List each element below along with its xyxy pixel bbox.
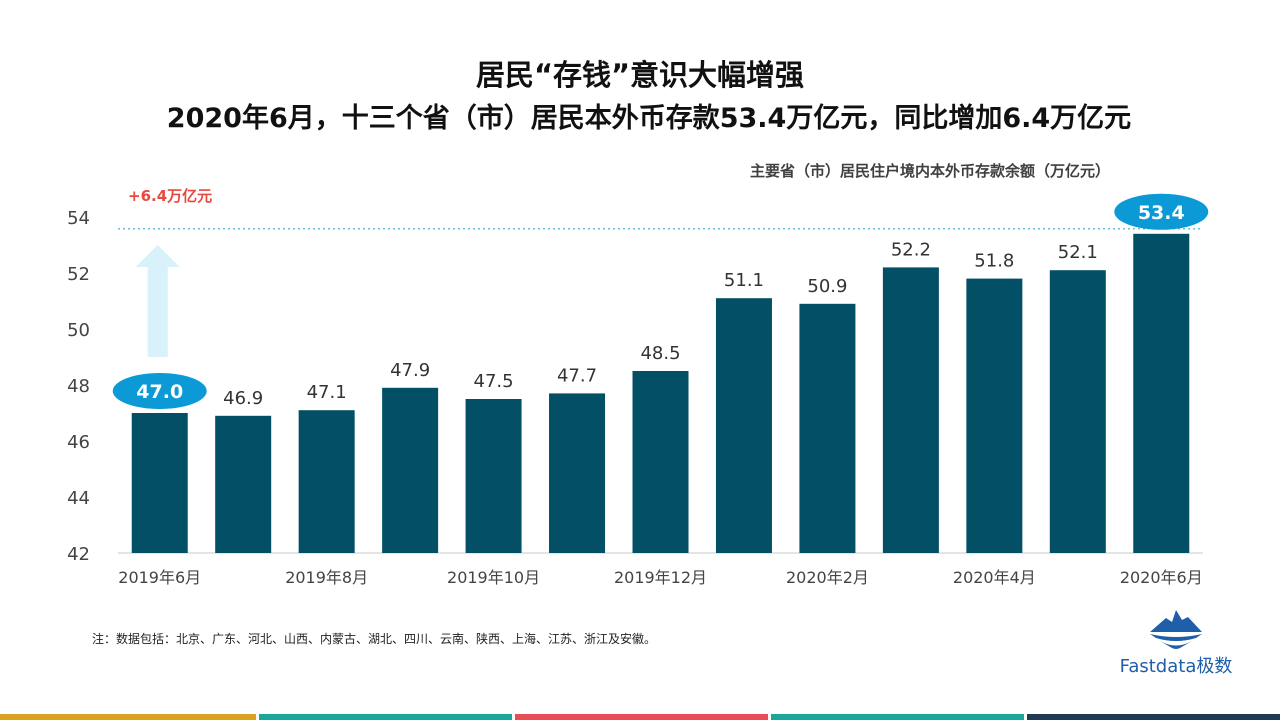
bar <box>715 298 772 553</box>
footnote: 注：数据包括：北京、广东、河北、山西、内蒙古、湖北、四川、云南、陕西、上海、江苏… <box>92 632 657 646</box>
color-stripe <box>0 714 256 720</box>
slide-subtitle: 2020年6月，十三个省（市）居民本外币存款53.4万亿元，同比增加6.4万亿元 <box>166 103 1132 134</box>
bar-value-label: 46.9 <box>223 388 263 409</box>
slide-title: 居民“存钱”意识大幅增强 <box>475 58 805 92</box>
bar <box>632 371 689 553</box>
bar-value-label: 47.7 <box>557 365 597 386</box>
bar <box>1133 233 1190 554</box>
bar <box>215 415 272 553</box>
bar <box>298 410 355 553</box>
x-tick-label: 2019年12月 <box>614 568 707 587</box>
x-tick-label: 2020年2月 <box>786 568 869 587</box>
bar-chart: 42 44 46 48 50 52 54 47.0 2019年6月 46.9 47.1 2019年8月… <box>67 187 1209 587</box>
y-tick-label: 44 <box>67 488 90 509</box>
bar-value-label: 52.1 <box>1058 242 1098 263</box>
color-stripe <box>771 714 1024 720</box>
highlight-bubble <box>112 373 207 409</box>
bar-value-label: 47.5 <box>474 371 514 392</box>
bar-value-label: 51.1 <box>724 270 764 291</box>
y-tick-label: 54 <box>67 208 90 229</box>
bar-value-label: 47.1 <box>307 382 347 403</box>
fastdata-logo: Fastdata极数 <box>1108 598 1244 678</box>
y-tick-label: 46 <box>67 432 90 453</box>
color-stripe <box>515 714 768 720</box>
bar <box>966 278 1023 553</box>
y-tick-label: 50 <box>67 320 90 341</box>
y-tick-label: 42 <box>67 544 90 565</box>
bar-value-label: 52.2 <box>891 239 931 260</box>
color-stripe <box>259 714 512 720</box>
y-tick-label: 48 <box>67 376 90 397</box>
up-arrow-icon <box>135 245 180 357</box>
bar <box>465 399 522 553</box>
bar-value-label: 50.9 <box>807 276 847 297</box>
bar <box>131 413 188 553</box>
bar <box>1049 270 1106 553</box>
bar <box>382 387 439 553</box>
growth-annotation: +6.4万亿元 <box>128 187 212 205</box>
bar-value-label: 47.0 <box>136 381 183 403</box>
x-tick-label: 2019年8月 <box>285 568 368 587</box>
x-tick-label: 2019年6月 <box>118 568 201 587</box>
x-tick-label: 2020年4月 <box>953 568 1036 587</box>
y-tick-label: 52 <box>67 264 90 285</box>
iceberg-logo-icon <box>1150 610 1202 649</box>
color-stripe <box>1027 714 1280 720</box>
bar-value-label: 53.4 <box>1138 202 1185 224</box>
logo-text: Fastdata极数 <box>1119 656 1233 677</box>
bar <box>549 393 606 553</box>
bar-value-label: 51.8 <box>974 251 1014 272</box>
chart-title: 主要省（市）居民住户境内本外币存款余额（万亿元） <box>749 162 1110 180</box>
bar-value-label: 47.9 <box>390 360 430 381</box>
bar <box>882 267 939 553</box>
bar <box>799 303 856 553</box>
bar-value-label: 48.5 <box>640 343 680 364</box>
x-tick-label: 2020年6月 <box>1120 568 1203 587</box>
highlight-bubble <box>1114 193 1209 230</box>
x-tick-label: 2019年10月 <box>447 568 540 587</box>
